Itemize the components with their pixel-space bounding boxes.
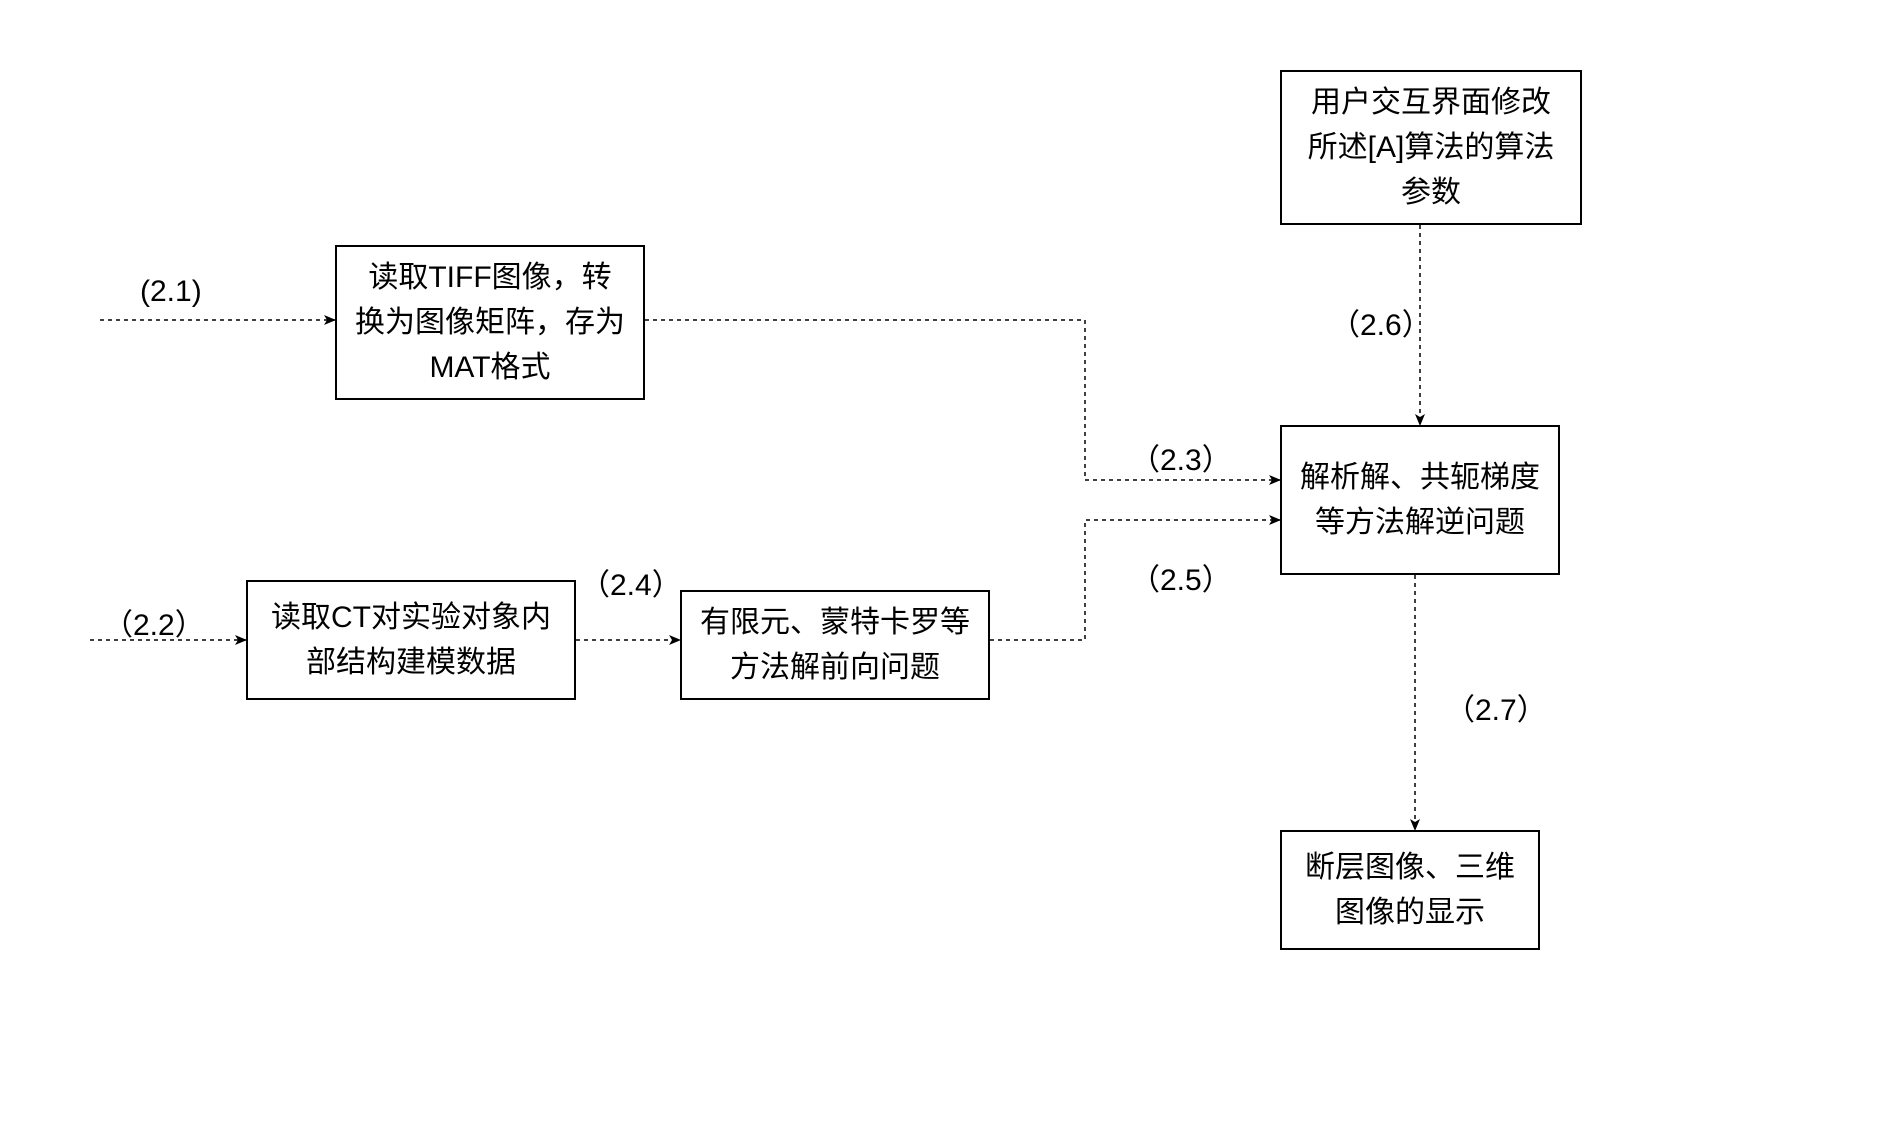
node-read-ct: 读取CT对实验对象内部结构建模数据 bbox=[246, 580, 576, 700]
label-text: （2.5） bbox=[1130, 564, 1232, 597]
node-text: 读取CT对实验对象内部结构建模数据 bbox=[266, 595, 556, 685]
edge-label-2-7: （2.7） bbox=[1445, 685, 1547, 729]
label-text: （2.3） bbox=[1130, 444, 1232, 477]
node-read-tiff: 读取TIFF图像，转换为图像矩阵，存为MAT格式 bbox=[335, 245, 645, 400]
label-text: (2.1) bbox=[140, 275, 202, 308]
edge-label-2-3: （2.3） bbox=[1130, 435, 1232, 479]
node-text: 解析解、共轭梯度等方法解逆问题 bbox=[1300, 455, 1540, 545]
edge-label-2-1: (2.1) bbox=[140, 275, 202, 309]
node-display: 断层图像、三维图像的显示 bbox=[1280, 830, 1540, 950]
node-text: 有限元、蒙特卡罗等方法解前向问题 bbox=[700, 600, 970, 690]
node-user-interface: 用户交互界面修改所述[A]算法的算法参数 bbox=[1280, 70, 1582, 225]
label-text: （2.6） bbox=[1330, 309, 1432, 342]
edge-label-2-2: （2.2） bbox=[103, 600, 205, 644]
label-text: （2.2） bbox=[103, 609, 205, 642]
node-forward-problem: 有限元、蒙特卡罗等方法解前向问题 bbox=[680, 590, 990, 700]
node-text: 读取TIFF图像，转换为图像矩阵，存为MAT格式 bbox=[355, 255, 625, 390]
edge-label-2-5: （2.5） bbox=[1130, 555, 1232, 599]
edges-svg bbox=[0, 0, 1878, 1144]
edge-label-2-4: （2.4） bbox=[580, 560, 682, 604]
edge-label-2-6: （2.6） bbox=[1330, 300, 1432, 344]
node-text: 断层图像、三维图像的显示 bbox=[1300, 845, 1520, 935]
label-text: （2.7） bbox=[1445, 694, 1547, 727]
label-text: （2.4） bbox=[580, 569, 682, 602]
node-text: 用户交互界面修改所述[A]算法的算法参数 bbox=[1300, 80, 1562, 215]
node-inverse-problem: 解析解、共轭梯度等方法解逆问题 bbox=[1280, 425, 1560, 575]
